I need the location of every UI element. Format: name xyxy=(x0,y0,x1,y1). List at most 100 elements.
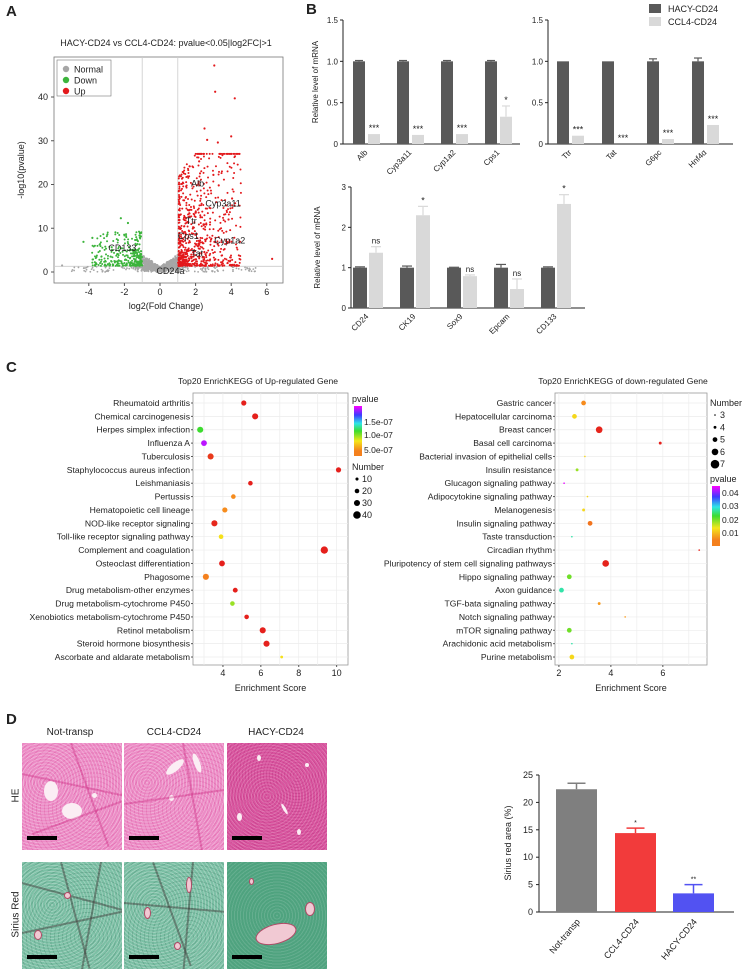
data-point xyxy=(123,267,126,270)
data-point xyxy=(220,247,223,250)
data-point xyxy=(138,261,141,264)
column-title-ccl4-cd24: CCL4-CD24 xyxy=(146,727,202,738)
data-point xyxy=(563,482,565,485)
scale-bar xyxy=(27,955,57,959)
gene-label: Ttr xyxy=(186,216,197,226)
data-point xyxy=(236,163,239,166)
significance-label: *** xyxy=(663,128,674,138)
data-point xyxy=(116,256,119,259)
data-point xyxy=(204,207,207,210)
data-point xyxy=(180,173,183,176)
data-point xyxy=(199,197,202,200)
data-point xyxy=(151,263,154,266)
data-point xyxy=(228,152,231,155)
y-tick-label: 0 xyxy=(342,304,347,313)
x-tick-label: 6 xyxy=(660,668,665,678)
data-point xyxy=(184,196,187,199)
data-point xyxy=(280,655,284,659)
data-point xyxy=(178,242,181,245)
data-point xyxy=(199,189,202,192)
data-point xyxy=(569,654,575,660)
data-point xyxy=(219,156,222,159)
data-point xyxy=(179,189,182,192)
data-point xyxy=(133,264,136,267)
x-tick-label: CD24 xyxy=(350,312,371,333)
data-point xyxy=(223,248,226,251)
data-point xyxy=(209,258,212,261)
category-label: Circadian rhythm xyxy=(487,545,552,555)
data-point xyxy=(93,264,96,267)
data-point xyxy=(107,270,109,273)
data-point xyxy=(571,535,573,538)
scale-bar xyxy=(232,955,262,959)
data-point xyxy=(112,269,115,271)
data-point xyxy=(197,426,204,433)
panel-label-d: D xyxy=(6,711,17,728)
data-point xyxy=(217,244,220,247)
data-point xyxy=(241,400,247,406)
data-point xyxy=(184,232,187,235)
legend-label: Down xyxy=(74,76,97,86)
data-point xyxy=(180,195,183,198)
data-point xyxy=(186,221,189,224)
data-point xyxy=(183,261,186,264)
data-point xyxy=(183,251,186,254)
data-point xyxy=(199,216,202,219)
data-point xyxy=(235,224,238,227)
data-point xyxy=(97,264,100,267)
data-point xyxy=(204,269,207,271)
data-point xyxy=(185,242,188,245)
data-point xyxy=(199,241,202,244)
data-point xyxy=(190,215,193,218)
data-point xyxy=(233,264,236,267)
data-point xyxy=(185,207,188,210)
data-point xyxy=(108,267,111,270)
category-label: mTOR signaling pathway xyxy=(456,625,553,635)
significance-label: * xyxy=(421,195,425,205)
category-label: TGF-bata signaling pathway xyxy=(445,599,553,609)
data-point xyxy=(188,203,191,206)
data-point xyxy=(100,260,103,263)
bar-hacy-cd24 xyxy=(647,61,659,145)
data-point xyxy=(220,239,223,242)
data-point xyxy=(180,224,183,227)
data-point xyxy=(184,219,187,222)
data-point xyxy=(213,245,216,248)
chart-title: Top20 EnrichKEGG of down-regulated Gene xyxy=(538,376,708,386)
data-point xyxy=(210,192,213,195)
data-point xyxy=(205,270,208,273)
data-point xyxy=(160,265,163,268)
data-point xyxy=(131,263,134,266)
chart-title: Top20 EnrichKEGG of Up-regulated Gene xyxy=(178,376,338,386)
data-point xyxy=(146,267,149,269)
data-point xyxy=(177,177,180,180)
data-point xyxy=(123,242,126,245)
data-point xyxy=(179,235,182,238)
category-label: Bacterial invasion of epithelial cells xyxy=(419,451,552,461)
data-point xyxy=(117,247,120,250)
data-point xyxy=(195,264,198,267)
data-point xyxy=(99,262,102,265)
data-point xyxy=(132,266,135,269)
data-point xyxy=(73,266,76,269)
data-point xyxy=(203,219,206,222)
data-point xyxy=(188,212,191,215)
data-point xyxy=(188,233,191,236)
data-point xyxy=(183,169,186,172)
data-point xyxy=(226,170,229,173)
number-legend-label: 10 xyxy=(362,474,372,484)
data-point xyxy=(202,266,205,269)
data-point xyxy=(101,262,104,265)
data-point xyxy=(179,252,182,255)
data-point xyxy=(188,175,191,178)
data-point xyxy=(182,232,185,235)
data-point xyxy=(217,173,220,176)
data-point xyxy=(200,170,203,173)
significance-label: * xyxy=(504,95,508,105)
category-label: Purine metabolism xyxy=(481,652,552,662)
category-label: Tuberculosis xyxy=(142,451,190,461)
data-point xyxy=(129,261,132,264)
data-point xyxy=(180,187,183,190)
data-point xyxy=(212,173,215,176)
data-point xyxy=(184,259,187,262)
